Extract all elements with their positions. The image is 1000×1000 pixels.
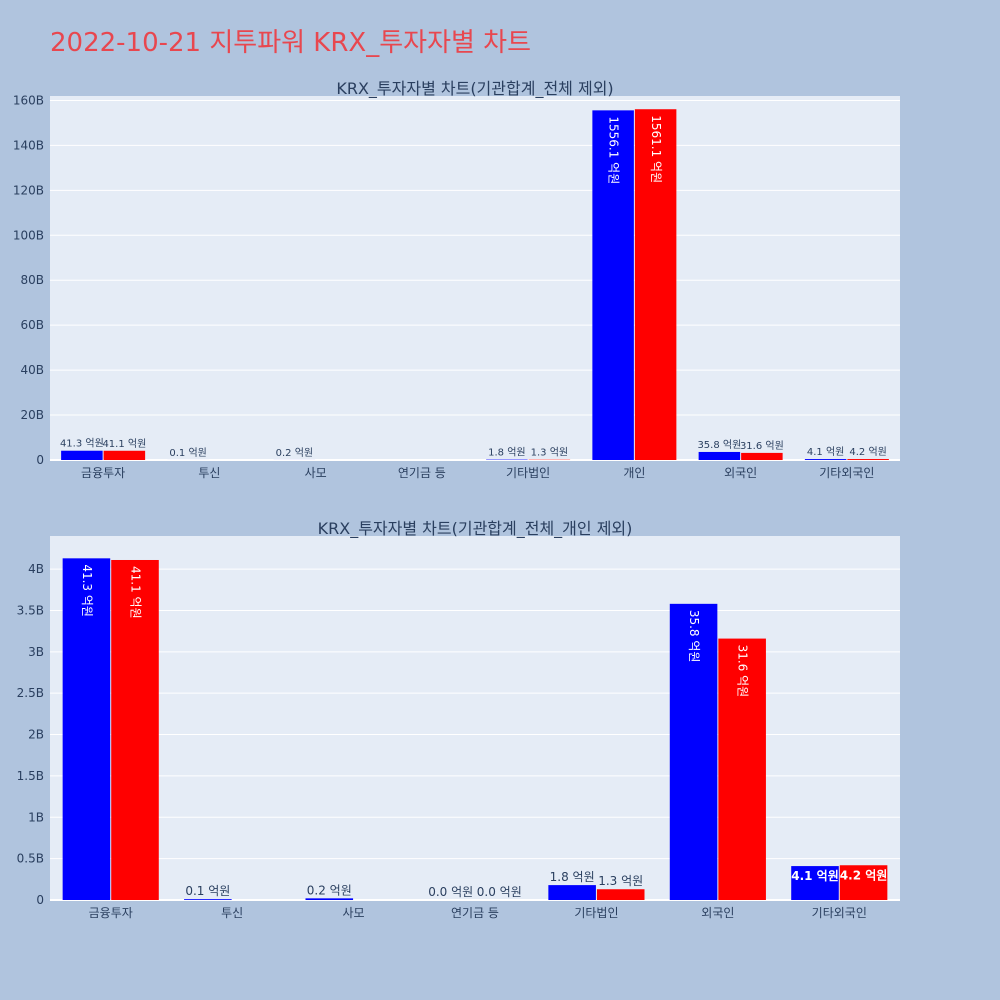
chart-title: KRX_투자자별 차트(기관합계_전체 제외) (336, 79, 613, 99)
bar (111, 559, 159, 900)
y-tick-label: 140B (13, 138, 44, 152)
y-tick-label: 1.5B (17, 769, 44, 783)
x-tick-label: 연기금 등 (451, 906, 499, 920)
bar (669, 603, 718, 900)
data-label: 0.2 억원 (276, 447, 313, 459)
data-label: 41.1 억원 (129, 566, 143, 619)
x-tick-label: 개인 (623, 466, 645, 480)
y-tick-label: 1B (28, 810, 44, 824)
y-tick-label: 160B (13, 93, 44, 107)
page-title: 2022-10-21 지투파워 KRX_투자자별 차트 (50, 28, 532, 58)
data-label: 0.1 억원 (169, 447, 206, 459)
top-chart: KRX_투자자별 차트(기관합계_전체 제외) 0 20B 40B 60B 80B 100B… (13, 79, 900, 480)
bar (839, 865, 888, 900)
bar (741, 452, 783, 460)
chart-title: KRX_투자자별 차트(기관합계_전체_개인 제외) (318, 519, 633, 539)
y-tick-label: 4B (28, 562, 44, 576)
bar (791, 866, 839, 900)
plot-area (50, 96, 900, 460)
y-tick-label: 0 (36, 453, 44, 467)
bar (718, 638, 766, 900)
plot-area (50, 536, 900, 900)
bar (305, 898, 354, 900)
bar (596, 889, 645, 900)
data-label: 41.3 억원 (80, 564, 94, 617)
data-label: 1.8 억원 (550, 870, 595, 884)
data-label: 0.1 억원 (185, 884, 230, 898)
y-tick-label: 80B (20, 273, 44, 287)
bar (592, 110, 634, 460)
data-label: 1.8 억원 (488, 447, 525, 459)
data-label: 35.8 억원 (697, 439, 741, 451)
bottom-chart: KRX_투자자별 차트(기관합계_전체_개인 제외) 0 0.5B 1B 1.5B 2B 2… (17, 519, 900, 920)
bar (634, 109, 677, 461)
y-tick-label: 120B (13, 183, 44, 197)
data-label: 1.3 억원 (598, 874, 643, 888)
x-tick-label: 투신 (198, 466, 220, 480)
x-tick-label: 기타법인 (574, 906, 618, 920)
bar (698, 451, 741, 460)
bar (103, 450, 146, 460)
x-tick-label: 금융투자 (89, 906, 133, 920)
bar (548, 885, 596, 900)
x-tick-label: 사모 (305, 466, 327, 480)
data-label: 4.2 억원 (849, 446, 886, 458)
y-tick-label: 3B (28, 645, 44, 659)
data-label: 0.2 억원 (307, 883, 352, 897)
x-tick-label: 외국인 (724, 466, 757, 480)
data-label: 31.6 억원 (736, 645, 750, 698)
x-tick-label: 금융투자 (81, 466, 125, 480)
bar (804, 459, 847, 460)
x-tick-label: 외국인 (701, 906, 734, 920)
data-label: 0.0 억원 (477, 885, 522, 899)
data-label: 4.1 억원 (791, 869, 839, 883)
y-tick-label: 40B (20, 363, 44, 377)
data-label: 41.3 억원 (60, 438, 104, 450)
bar (61, 450, 103, 460)
bar (62, 558, 111, 900)
data-label: 1556.1 억원 (607, 116, 621, 184)
x-tick-label: 기타외국인 (812, 906, 867, 920)
data-label: 4.2 억원 (840, 868, 888, 882)
x-tick-label: 연기금 등 (398, 466, 446, 480)
data-label: 4.1 억원 (807, 446, 844, 458)
data-label: 35.8 억원 (687, 610, 701, 663)
data-label: 1.3 억원 (531, 447, 568, 459)
data-label: 41.1 억원 (102, 438, 146, 450)
y-tick-label: 2.5B (17, 686, 44, 700)
x-tick-label: 기타법인 (506, 466, 550, 480)
y-tick-label: 3.5B (17, 603, 44, 617)
data-label: 31.6 억원 (740, 440, 784, 452)
y-tick-label: 0 (36, 893, 44, 907)
data-label: 1561.1 억원 (649, 115, 663, 183)
bar (184, 899, 232, 900)
data-label: 0.0 억원 (428, 885, 473, 899)
y-tick-label: 0.5B (17, 852, 44, 866)
x-tick-label: 기타외국인 (819, 466, 874, 480)
y-tick-label: 20B (20, 408, 44, 422)
y-tick-label: 2B (28, 728, 44, 742)
y-tick-label: 100B (13, 228, 44, 242)
x-tick-label: 사모 (343, 906, 365, 920)
y-tick-label: 60B (20, 318, 44, 332)
x-tick-label: 투신 (221, 906, 243, 920)
bar (847, 459, 889, 460)
